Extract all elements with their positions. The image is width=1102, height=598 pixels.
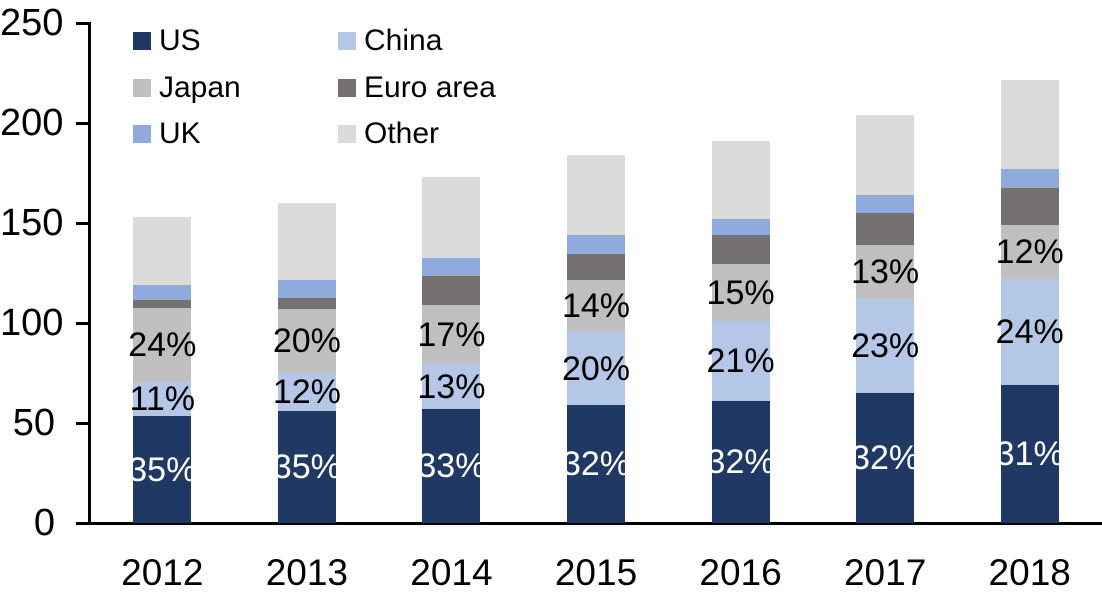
segment-label-us-2012: 35% xyxy=(128,450,197,489)
x-axis-label-2016: 2016 xyxy=(699,552,782,593)
segment-label-us-2017: 32% xyxy=(851,439,920,477)
bar-segment-uk-2017 xyxy=(856,195,915,213)
bar-segment-euro-area-2015 xyxy=(567,254,625,280)
bar-segment-uk-2018 xyxy=(1000,169,1059,188)
legend-label-euro-area: Euro area xyxy=(364,71,496,104)
legend-swatch-japan xyxy=(133,79,151,97)
legend-swatch-euro-area xyxy=(338,79,356,97)
segment-label-us-2018: 31% xyxy=(995,435,1064,473)
segment-label-us-2016: 32% xyxy=(706,443,775,481)
bar-segment-euro-area-2017 xyxy=(856,213,915,245)
y-axis-tick-label: 250 xyxy=(0,2,64,44)
bar-segment-china-2013 xyxy=(277,373,336,411)
bar-segment-us-2014 xyxy=(422,409,481,523)
bar-segment-euro-area-2013 xyxy=(277,298,336,309)
y-axis-tick-label: 50 xyxy=(12,402,55,444)
segment-label-japan-2015: 14% xyxy=(561,287,631,325)
bar-segment-us-2016 xyxy=(711,401,770,523)
segment-label-china-2016: 21% xyxy=(706,342,775,380)
bar-segment-other-2015 xyxy=(567,155,625,235)
bar-segment-euro-area-2016 xyxy=(711,235,770,264)
bar-segment-uk-2013 xyxy=(277,280,336,298)
bar-segment-china-2017 xyxy=(856,299,915,393)
bar-segment-japan-2013 xyxy=(277,309,336,373)
legend-label-china: China xyxy=(364,24,443,57)
bar-segment-china-2015 xyxy=(567,332,625,405)
bar-segment-other-2012 xyxy=(133,217,192,285)
bar-segment-us-2017 xyxy=(856,393,915,523)
y-axis-tick-label: 0 xyxy=(33,502,55,544)
bar-segment-euro-area-2014 xyxy=(422,276,481,305)
bar-segment-other-2013 xyxy=(277,203,336,280)
bar-segment-us-2013 xyxy=(277,411,336,523)
segment-label-japan-2016: 15% xyxy=(706,273,775,312)
bar-segment-china-2012 xyxy=(133,382,192,416)
y-axis-tick-label: 150 xyxy=(0,202,64,244)
bar-segment-japan-2017 xyxy=(856,245,915,299)
legend-swatch-other xyxy=(338,125,356,143)
segment-label-china-2012: 11% xyxy=(129,380,196,418)
legend-label-other: Other xyxy=(364,117,440,150)
x-axis-label-2017: 2017 xyxy=(843,552,927,593)
bar-segment-china-2018 xyxy=(1000,279,1059,385)
bar-segment-other-2018 xyxy=(1000,80,1059,169)
segment-label-us-2013: 35% xyxy=(272,448,341,486)
bar-segment-other-2014 xyxy=(422,177,481,258)
x-axis-label-2014: 2014 xyxy=(410,552,493,593)
x-axis-label-2013: 2013 xyxy=(265,552,348,593)
legend-swatch-us xyxy=(133,32,151,50)
y-axis-tick xyxy=(76,222,89,225)
legend-label-japan: Japan xyxy=(159,71,241,104)
bar-segment-other-2017 xyxy=(856,115,915,195)
bar-segment-china-2014 xyxy=(422,364,481,409)
bar-segment-japan-2014 xyxy=(422,305,481,364)
bar-segment-euro-area-2012 xyxy=(133,300,192,308)
segment-label-japan-2017: 13% xyxy=(851,253,920,291)
bar-segment-uk-2014 xyxy=(422,258,481,276)
segment-label-china-2018: 24% xyxy=(995,313,1064,351)
bar-segment-us-2015 xyxy=(567,405,625,523)
bar-segment-japan-2016 xyxy=(711,264,770,321)
bar-segment-uk-2012 xyxy=(133,285,192,300)
segment-label-japan-2012: 24% xyxy=(128,326,197,364)
bar-segment-japan-2012 xyxy=(133,308,192,382)
legend-swatch-uk xyxy=(133,125,151,143)
segment-label-china-2014: 13% xyxy=(417,367,486,406)
bar-segment-japan-2015 xyxy=(567,280,625,332)
bar-segment-uk-2015 xyxy=(567,235,625,254)
segment-label-japan-2018: 12% xyxy=(995,233,1064,271)
y-axis-tick xyxy=(76,322,89,325)
y-axis-tick xyxy=(76,122,89,125)
bar-segment-china-2016 xyxy=(711,321,770,401)
segment-label-us-2015: 32% xyxy=(561,445,631,483)
y-axis-tick-label: 200 xyxy=(0,102,64,144)
x-axis-label-2012: 2012 xyxy=(121,552,204,593)
segment-label-china-2017: 23% xyxy=(851,327,920,365)
x-axis-label-2015: 2015 xyxy=(554,552,638,593)
bar-segment-euro-area-2018 xyxy=(1000,188,1059,225)
y-axis-line xyxy=(88,22,91,525)
y-axis-tick xyxy=(76,422,89,425)
segment-label-us-2014: 33% xyxy=(417,447,486,485)
bar-segment-us-2018 xyxy=(1000,385,1059,523)
legend-swatch-china xyxy=(338,32,356,50)
bar-segment-us-2012 xyxy=(133,416,192,523)
y-axis-tick-label: 100 xyxy=(0,302,64,344)
segment-label-china-2013: 12% xyxy=(272,373,341,411)
segment-label-japan-2013: 20% xyxy=(272,322,341,360)
bar-segment-uk-2016 xyxy=(711,219,770,235)
legend-label-uk: UK xyxy=(159,117,201,150)
x-axis-label-2018: 2018 xyxy=(988,552,1071,593)
legend-label-us: US xyxy=(159,24,201,57)
y-axis-tick xyxy=(76,22,89,25)
bar-segment-japan-2018 xyxy=(1000,225,1059,279)
bar-segment-other-2016 xyxy=(711,141,770,219)
segment-label-japan-2014: 17% xyxy=(417,315,486,354)
segment-label-china-2015: 20% xyxy=(561,349,631,388)
x-axis-line xyxy=(76,522,1102,525)
